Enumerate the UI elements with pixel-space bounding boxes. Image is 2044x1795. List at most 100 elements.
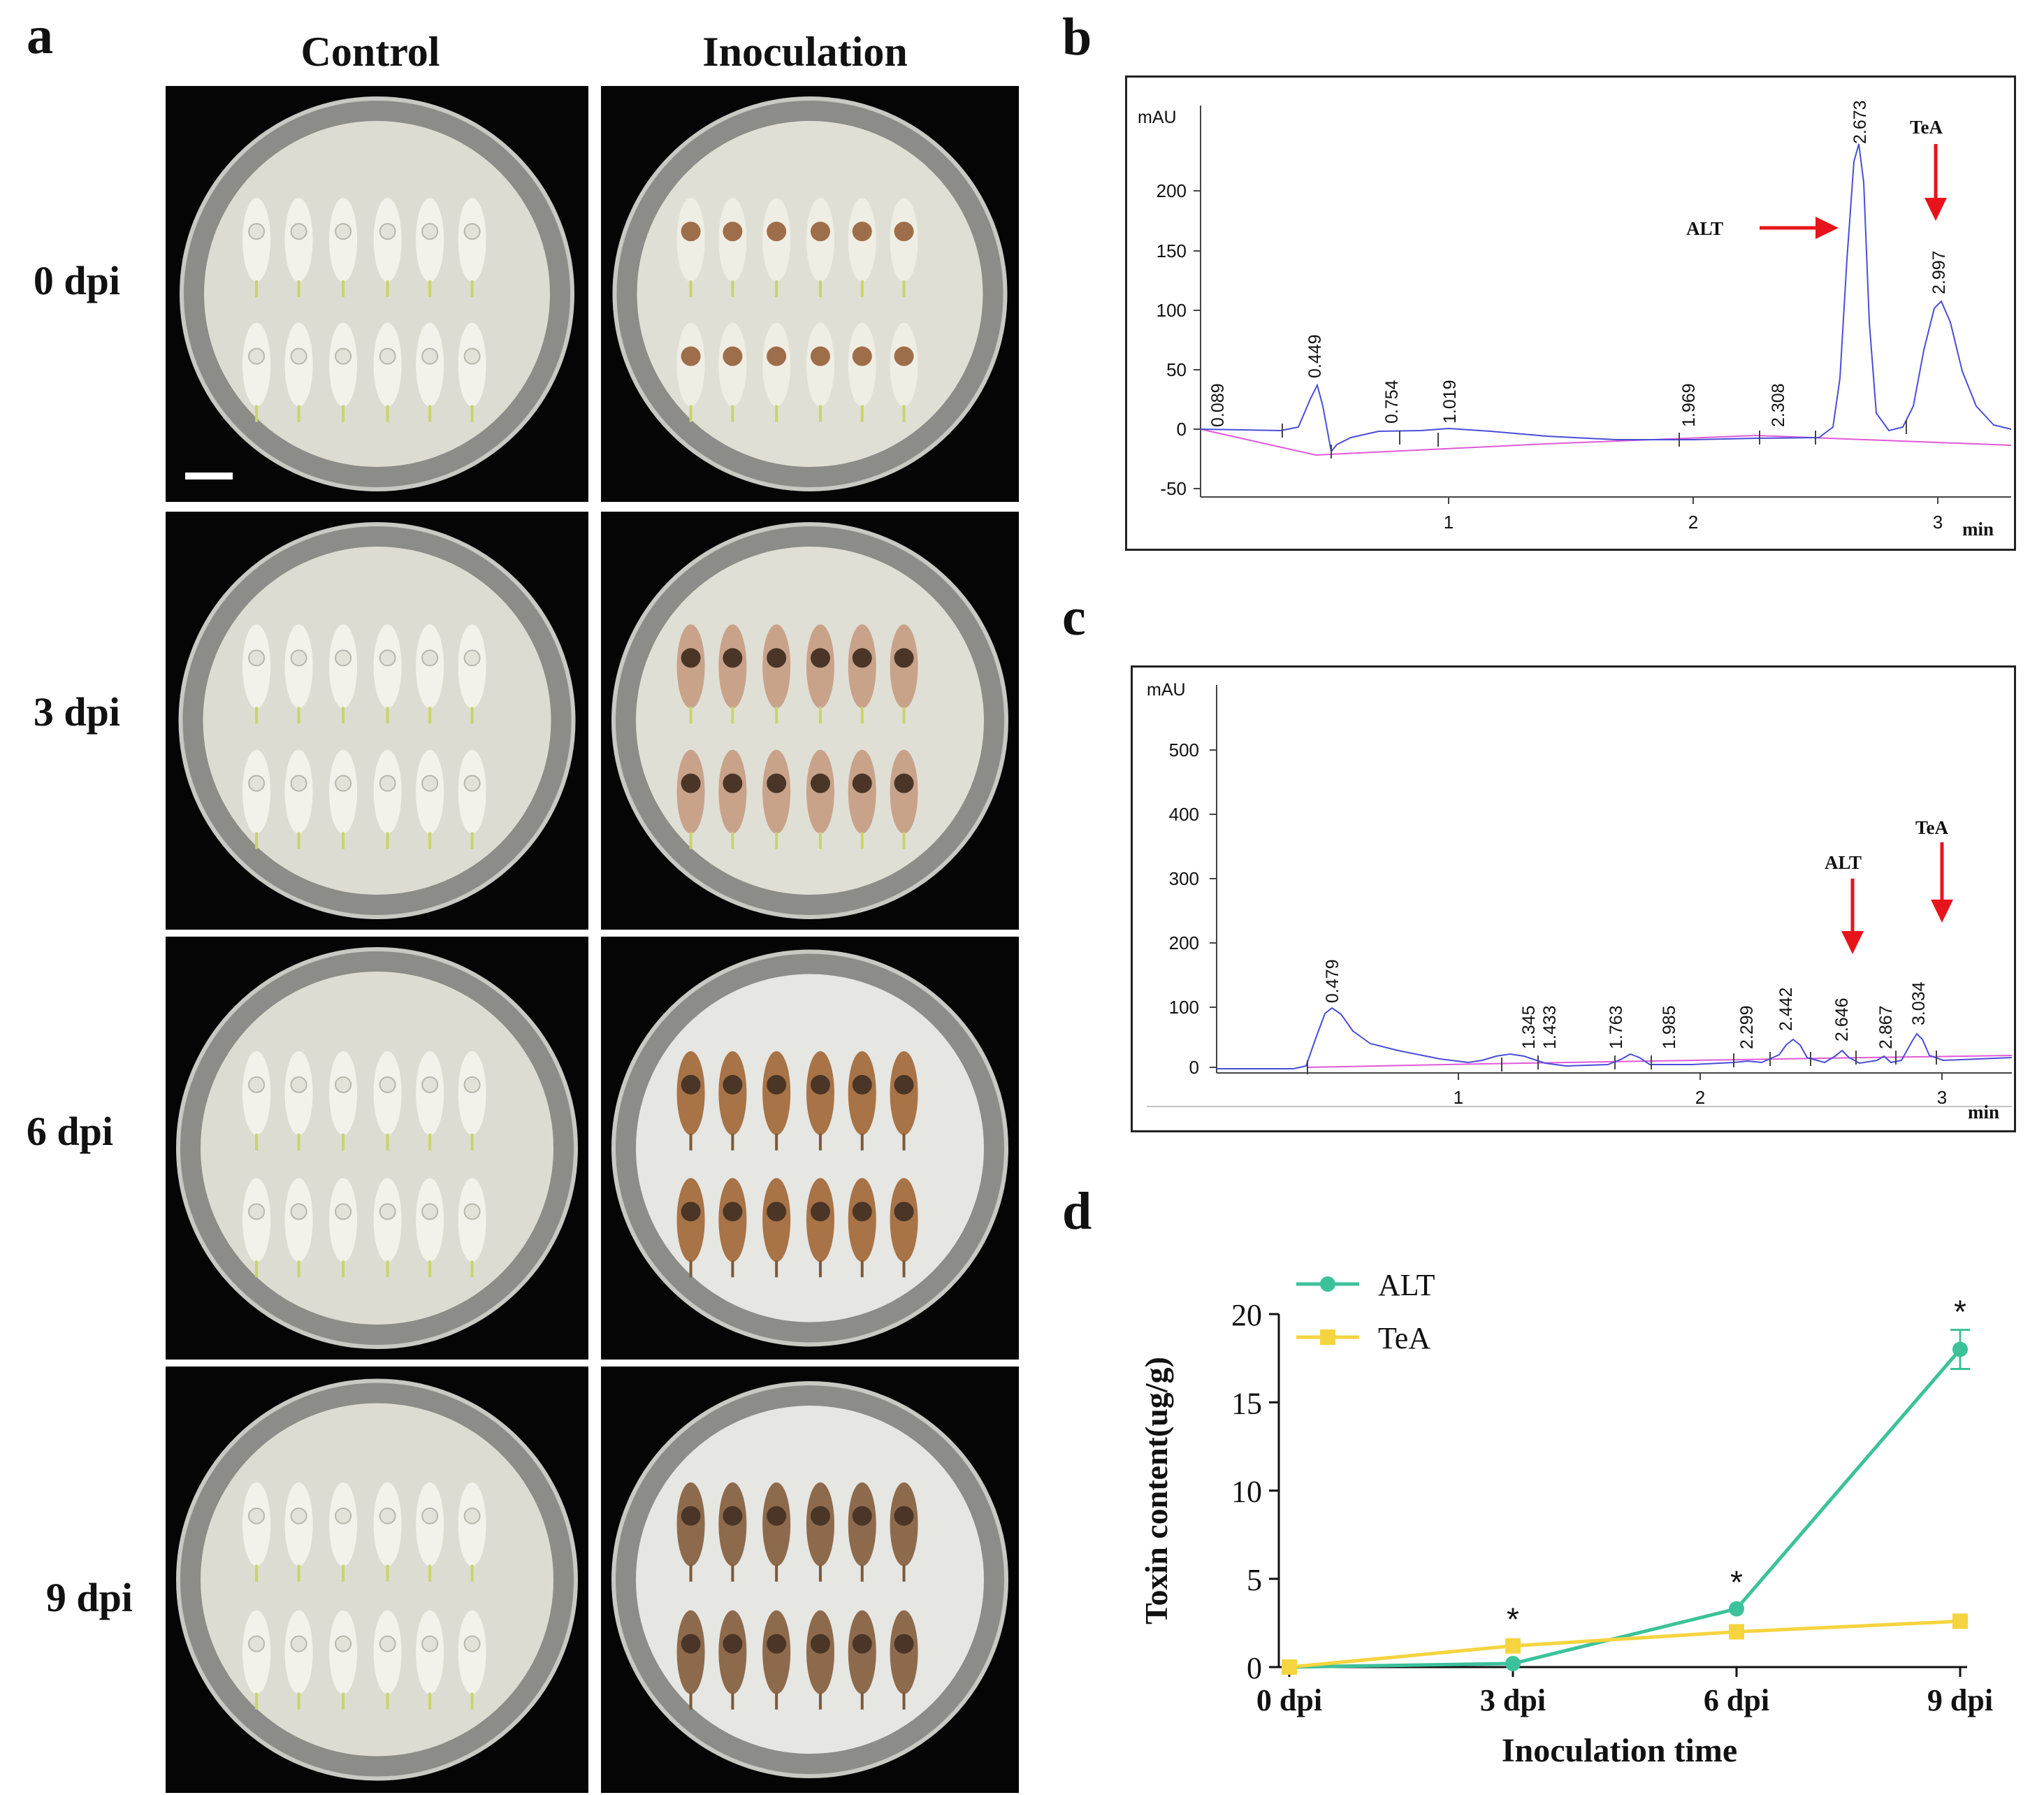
petal	[416, 1610, 444, 1710]
y-tick-label: 5	[1247, 1563, 1262, 1597]
petal	[890, 322, 918, 422]
petal	[762, 198, 791, 298]
petal	[890, 749, 918, 849]
chrom-b-ytick: 150	[1157, 240, 1187, 261]
column-header-control: Control	[300, 29, 440, 75]
petal	[718, 1051, 747, 1151]
peak-label: 2.442	[1776, 987, 1796, 1031]
chrom-c-baseline	[1307, 1055, 2013, 1068]
petal	[284, 322, 313, 422]
chrom-c-x-unit: min	[1968, 1102, 1999, 1123]
series-line-tea	[1289, 1619, 1961, 1669]
petal	[806, 749, 834, 849]
petal	[676, 1610, 705, 1710]
chrom-c-x-ticks: 1 2 3	[1454, 1073, 1947, 1108]
petal	[284, 1051, 313, 1151]
significance-star: *	[1954, 1294, 1966, 1330]
x-tick-label: 0 dpi	[1256, 1683, 1322, 1717]
chrom-c-ytick: 400	[1169, 804, 1199, 825]
petal	[676, 322, 705, 422]
petal	[329, 1051, 358, 1151]
chrom-b-xtick: 3	[1933, 512, 1943, 533]
petal	[284, 624, 313, 724]
chrom-b-ytick: 100	[1157, 300, 1187, 321]
panel-b-label: b	[1062, 8, 1092, 66]
series-line-alt	[1289, 1348, 1962, 1669]
panel-d-label: d	[1062, 1182, 1092, 1241]
legend-label-alt: ALT	[1378, 1268, 1435, 1302]
filter-paper	[201, 972, 553, 1325]
chromatogram-c-svg: mAU min 500 400 300 200 100 0	[1147, 680, 2013, 1123]
panel-a-label: a	[27, 6, 53, 65]
petal	[242, 198, 271, 298]
petal	[284, 1482, 313, 1582]
chrom-b-tea-label: TeA	[1910, 117, 1943, 138]
chrom-b-ytick: 0	[1177, 419, 1187, 440]
chrom-c-xtick: 2	[1695, 1087, 1705, 1108]
chrom-c-peak-labels: 0.479 1.345 1.433 1.763 1.985 2.299 2.44…	[1323, 959, 1929, 1049]
petal	[848, 198, 876, 298]
petal	[329, 1482, 358, 1582]
petal	[762, 322, 791, 422]
peak-label: 1.985	[1660, 1005, 1679, 1049]
petal	[458, 749, 486, 849]
petal	[458, 624, 486, 724]
peak-label: 2.673	[1850, 100, 1870, 144]
petal	[284, 1610, 313, 1710]
chrom-c-ytick: 100	[1169, 997, 1199, 1018]
petal	[806, 322, 834, 422]
petal	[848, 624, 876, 724]
petal	[458, 198, 486, 298]
chrom-b-x-ticks: 1 2 3	[1444, 497, 1943, 533]
petal	[329, 198, 358, 298]
petal	[676, 1051, 705, 1151]
petal	[890, 1051, 918, 1151]
petri-dish-photo-control-3dpi	[166, 512, 588, 930]
petal	[848, 1051, 876, 1151]
petal	[284, 198, 313, 298]
chrom-b-y-unit: mAU	[1138, 108, 1177, 127]
petal	[458, 1051, 486, 1151]
data-point-alt	[1505, 1655, 1521, 1671]
petal	[373, 322, 402, 422]
petal	[416, 624, 444, 724]
chrom-c-trace	[1217, 1007, 2013, 1069]
petal	[242, 1610, 271, 1710]
chrom-c-ytick: 200	[1169, 932, 1199, 953]
chrom-c-tea-label: TeA	[1915, 817, 1949, 838]
chrom-b-tea-arrow	[1925, 144, 1947, 221]
peak-label: 2.646	[1832, 997, 1852, 1041]
petal	[762, 1482, 791, 1582]
petri-dish-photo-control-0dpi	[166, 86, 588, 502]
chrom-b-y-ticks: 200 150 100 50 0 -50	[1157, 180, 1201, 499]
legend-marker-tea	[1320, 1329, 1335, 1345]
filter-paper	[636, 974, 984, 1322]
chrom-b-x-unit: min	[1962, 519, 1994, 540]
panel-c-label: c	[1062, 588, 1086, 647]
peak-label: 0.449	[1305, 334, 1325, 378]
peak-label: 1.433	[1540, 1005, 1560, 1049]
petal	[373, 1178, 402, 1278]
peak-label: 0.754	[1382, 380, 1402, 424]
petal	[416, 1482, 444, 1582]
legend-label-tea: TeA	[1378, 1321, 1430, 1355]
petal	[890, 1610, 918, 1710]
peak-label: 2.299	[1737, 1005, 1757, 1049]
petal	[329, 749, 358, 849]
petri-dish-photo-inoculation-9dpi	[601, 1367, 1019, 1793]
x-tick-label: 3 dpi	[1480, 1683, 1546, 1717]
petri-dish-photo-control-6dpi	[166, 937, 588, 1360]
peak-label: 1.019	[1440, 380, 1460, 424]
chrom-b-ytick: -50	[1160, 478, 1187, 499]
petal	[806, 624, 834, 724]
petal	[458, 1482, 486, 1582]
column-header-inoculation: Inoculation	[702, 29, 908, 75]
petal	[806, 1482, 834, 1582]
data-point-tea	[1729, 1624, 1744, 1640]
petal	[329, 624, 358, 724]
y-tick-label: 10	[1231, 1475, 1262, 1509]
filter-paper	[637, 121, 983, 467]
peak-label: 3.034	[1909, 981, 1929, 1025]
chrom-c-alt-arrow	[1841, 879, 1864, 954]
